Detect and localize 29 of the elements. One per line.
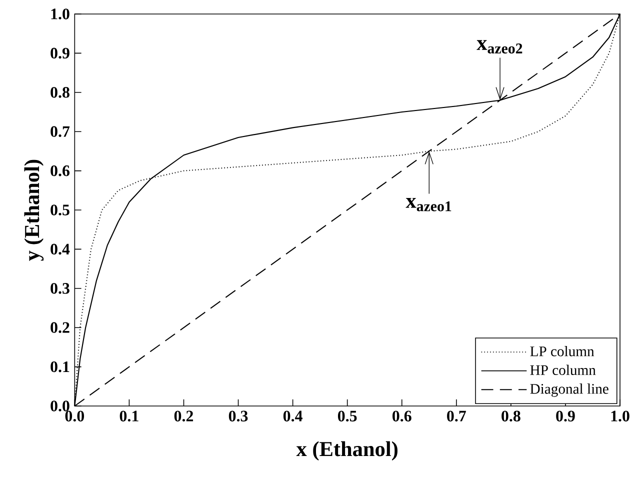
x-tick-label: 0.1 (120, 410, 138, 422)
annotation: x$_{azeo2}$ (476, 40, 522, 54)
y-tick-label: 0.4 (50, 244, 70, 255)
x-tick-label: 0.8 (502, 410, 520, 422)
y-tick-label: 0.2 (50, 322, 70, 334)
legend-label: Diagonal line (530, 384, 608, 397)
annotation: x$_{azeo1}$ (406, 198, 452, 212)
y-tick-label: 0.9 (50, 48, 70, 59)
x-tick-label: 0.3 (228, 410, 248, 422)
x-tick-label: 1.0 (611, 410, 630, 422)
x-tick-label: 0.2 (174, 410, 194, 422)
y-tick-label: 0.8 (50, 86, 70, 98)
x-tick-label: 0.6 (392, 410, 412, 422)
y-tick-label: 0.0 (50, 400, 70, 412)
y-tick-label: 0.1 (50, 361, 70, 372)
x-tick-label: 0.5 (338, 410, 357, 422)
x-tick-label: 0.4 (283, 410, 302, 422)
y-tick-label: 0.3 (50, 282, 70, 294)
x-tick-label: 0.7 (447, 410, 466, 422)
y-tick-label: 0.6 (50, 165, 70, 176)
y-axis-title: y (Ethanol) (24, 160, 44, 261)
x-axis-title: x (Ethanol) (296, 441, 398, 461)
x-tick-label: 0.9 (556, 410, 575, 422)
y-tick-label: 0.5 (50, 204, 70, 216)
y-tick-label: 0.7 (50, 126, 70, 138)
x-tick-label: 0.0 (65, 410, 84, 422)
legend-label: HP column (530, 364, 596, 376)
legend-label: LP column (530, 346, 594, 356)
y-tick-label: 1.0 (51, 8, 70, 20)
